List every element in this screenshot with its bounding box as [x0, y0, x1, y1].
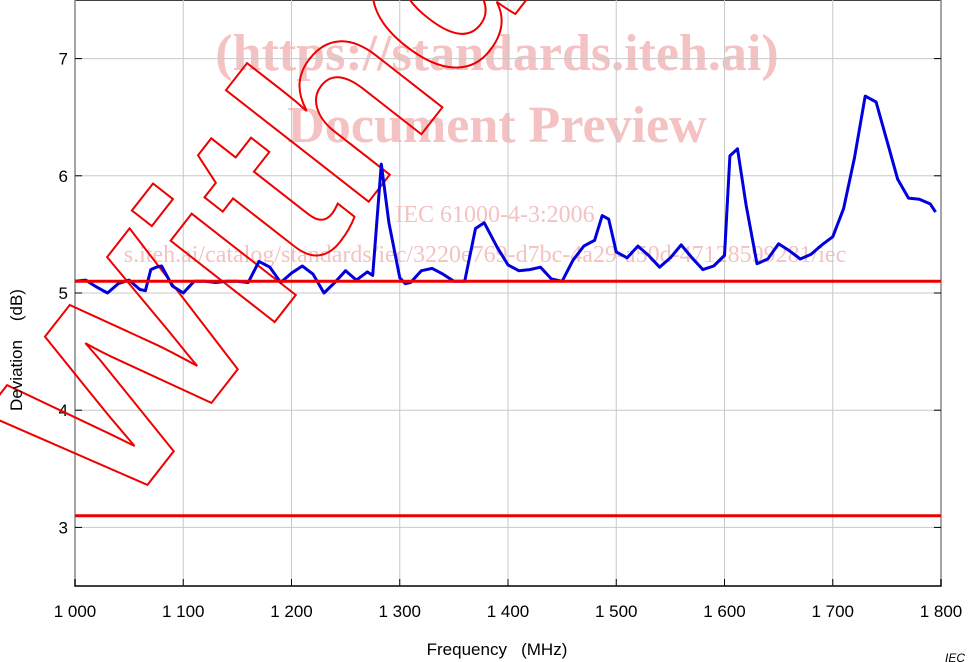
watermark-standard: IEC 61000-4-3:2006 [395, 202, 594, 228]
x-tick-label: 1 800 [920, 602, 963, 621]
x-tick-label: 1 200 [270, 602, 313, 621]
watermark-url: (https://standards.iteh.ai) [215, 25, 778, 82]
x-tick-label: 1 500 [595, 602, 638, 621]
corner-ref: IEC [945, 651, 965, 662]
watermark-preview: Document Preview [287, 97, 707, 154]
y-tick-label: 6 [59, 167, 68, 186]
x-tick-label: 1 400 [487, 602, 530, 621]
y-tick-label: 7 [59, 50, 68, 69]
x-tick-label: 1 700 [811, 602, 854, 621]
x-tick-label: 1 300 [378, 602, 421, 621]
y-axis-label: Deviation (dB) [7, 289, 26, 411]
y-tick-label: 3 [59, 518, 68, 537]
y-tick-label: 5 [59, 284, 68, 303]
withdrawn-stamp: Withdrawn [0, 0, 948, 554]
x-tick-label: 1 100 [162, 602, 205, 621]
x-axis-label: Frequency (MHz) [427, 640, 568, 659]
tick-labels: 1 000 1 100 1 200 1 300 1 400 1 500 1 600 1 700… [54, 50, 963, 621]
y-tick-label: 4 [59, 401, 68, 420]
grid-lines [74, 0, 942, 586]
series-lines [74, 94, 941, 518]
x-tick-label: 1 000 [54, 602, 97, 621]
x-tick-label: 1 600 [703, 602, 746, 621]
